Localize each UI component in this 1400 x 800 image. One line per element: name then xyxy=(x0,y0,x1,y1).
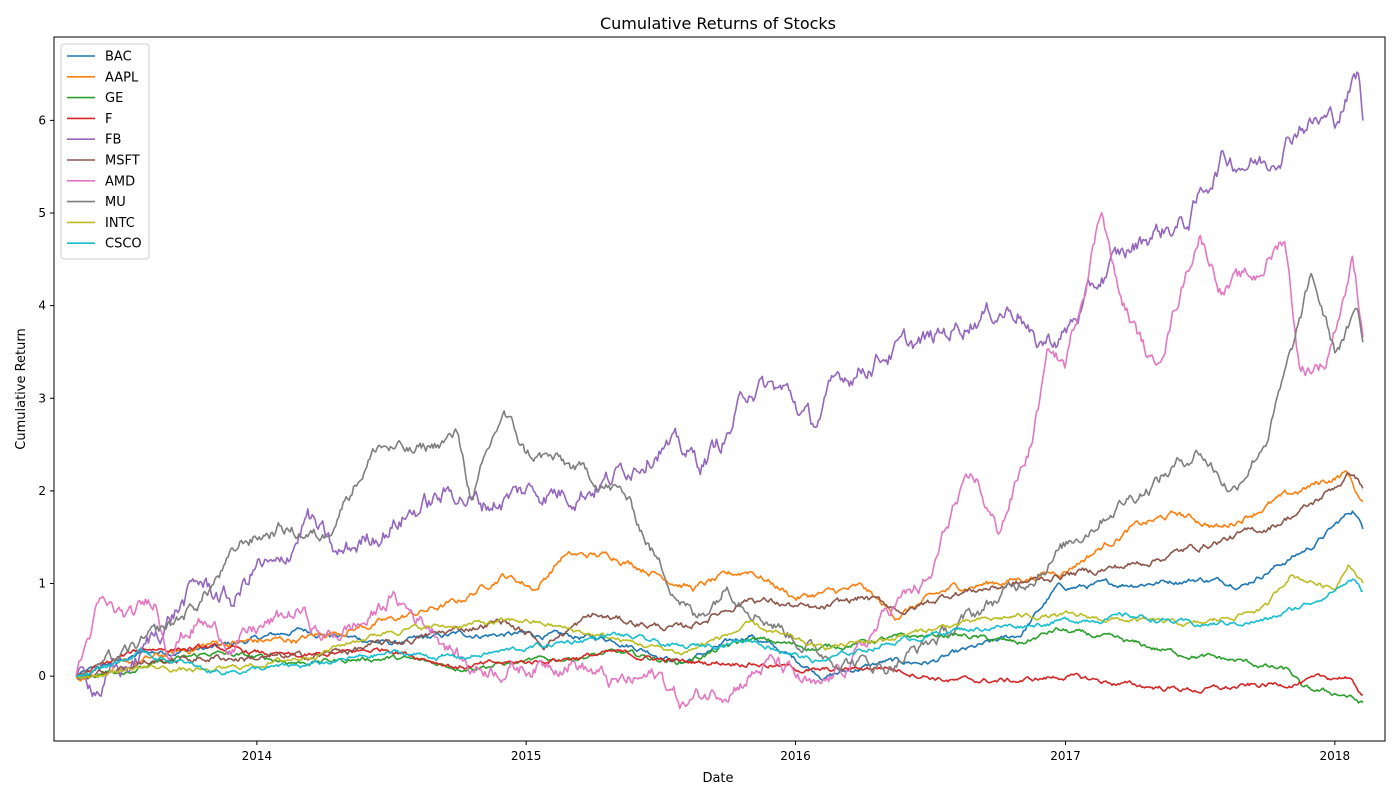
legend-label-msft: MSFT xyxy=(105,154,140,169)
chart-title: Cumulative Returns of Stocks xyxy=(600,14,836,33)
legend-label-f: F xyxy=(105,112,112,127)
x-tick-label: 2017 xyxy=(1050,749,1081,763)
legend-label-fb: FB xyxy=(105,133,121,148)
legend: BAC AAPL GE F FB MSFT AMD MU INTC CSCO xyxy=(60,43,150,260)
series-line-aapl xyxy=(75,470,1364,682)
x-tick-label: 2016 xyxy=(780,749,811,763)
legend-label-aapl: AAPL xyxy=(105,70,139,85)
y-tick-label: 2 xyxy=(38,484,46,498)
axes-frame xyxy=(53,36,1386,742)
legend-label-bac: BAC xyxy=(105,50,132,65)
y-tick-label: 3 xyxy=(38,391,46,405)
legend-label-csco: CSCO xyxy=(105,237,142,252)
x-axis-label: Date xyxy=(702,771,733,786)
legend-label-amd: AMD xyxy=(105,174,135,189)
y-tick-label: 0 xyxy=(38,669,46,683)
plot-lines xyxy=(75,71,1364,710)
series-line-amd xyxy=(75,211,1364,710)
y-tick-label: 6 xyxy=(38,113,46,127)
legend-label-mu: MU xyxy=(105,195,126,210)
x-tick-label: 2018 xyxy=(1320,749,1351,763)
legend-label-ge: GE xyxy=(105,91,123,106)
x-tick-label: 2014 xyxy=(242,749,273,763)
series-line-csco xyxy=(75,578,1364,678)
series-line-msft xyxy=(75,472,1364,680)
x-tick-label: 2015 xyxy=(511,749,542,763)
series-line-mu xyxy=(75,272,1364,681)
y-tick-label: 5 xyxy=(38,206,46,220)
y-axis-label: Cumulative Return xyxy=(14,328,29,449)
legend-label-intc: INTC xyxy=(105,216,135,231)
y-tick-label: 4 xyxy=(38,299,46,313)
series-line-bac xyxy=(75,510,1364,682)
series-line-fb xyxy=(75,71,1364,698)
x-axis-ticks: 2014 2015 2016 2017 2018 xyxy=(242,741,1350,763)
series-line-f xyxy=(75,642,1364,696)
y-tick-label: 1 xyxy=(38,577,46,591)
y-axis-ticks: 0 1 2 3 4 5 6 xyxy=(38,113,54,683)
